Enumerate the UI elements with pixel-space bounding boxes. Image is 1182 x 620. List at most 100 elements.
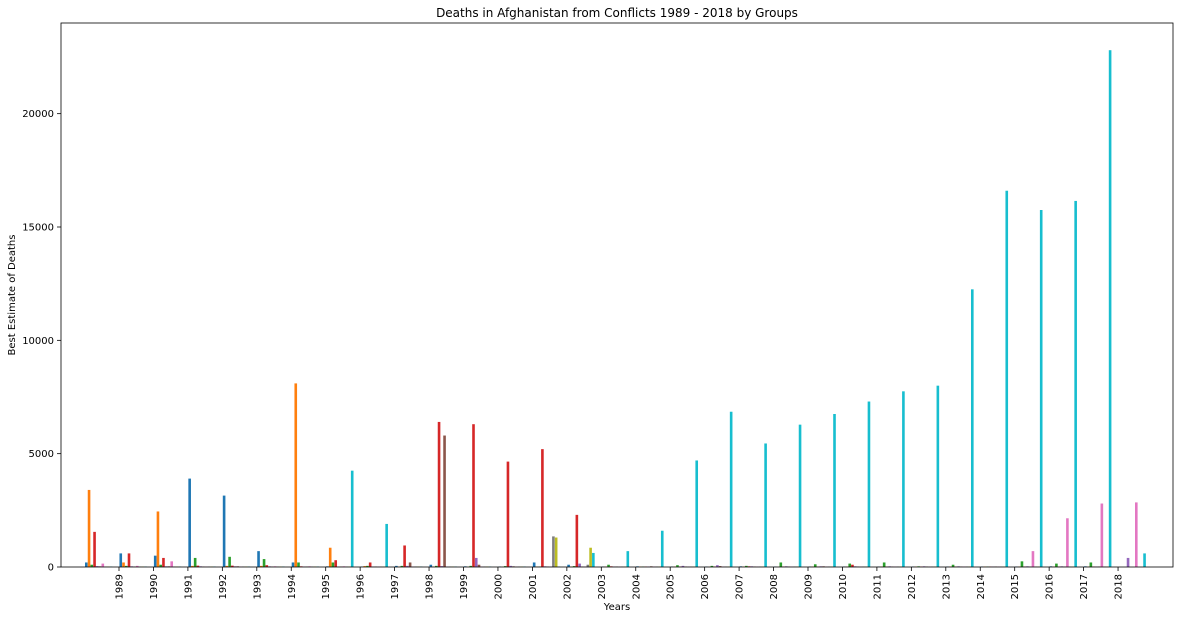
bar	[779, 562, 783, 567]
bar	[718, 566, 722, 567]
bar	[440, 566, 444, 567]
x-axis-label: Years	[603, 602, 630, 613]
x-tick-label: 2011	[872, 574, 883, 599]
bar	[541, 449, 544, 567]
bar	[1031, 551, 1035, 567]
x-tick-label: 2016	[1045, 574, 1056, 599]
bar	[331, 562, 335, 567]
bar	[162, 557, 165, 567]
bar	[575, 514, 579, 567]
bar	[408, 562, 412, 567]
y-tick-label: 5000	[29, 449, 54, 460]
x-tick-label: 1996	[356, 574, 367, 599]
bar	[85, 562, 88, 567]
bar	[225, 565, 229, 567]
bar	[882, 562, 886, 567]
x-tick-label: 1998	[425, 574, 436, 599]
bar	[260, 565, 263, 567]
bar	[716, 565, 719, 567]
bar	[443, 435, 446, 567]
bar	[578, 563, 581, 567]
bar	[193, 557, 197, 567]
bar	[729, 411, 733, 567]
bar	[156, 511, 160, 567]
plot-frame	[60, 22, 1174, 568]
x-tick-label: 2008	[769, 574, 780, 599]
y-tick-label: 0	[48, 563, 54, 574]
bar	[813, 564, 817, 567]
x-tick-label: 2003	[597, 574, 608, 599]
bar	[1089, 562, 1093, 567]
bar	[745, 565, 748, 567]
bar	[196, 565, 200, 567]
x-tick-label: 2007	[735, 574, 746, 599]
bar	[506, 461, 510, 567]
bar	[477, 564, 481, 567]
x-tick-label: 1997	[390, 574, 401, 599]
bar	[429, 564, 433, 567]
bar	[1055, 563, 1058, 567]
bars-group	[85, 50, 1146, 568]
x-axis: 1989 1990 1991 1992 1993 1994 1995 1996 1997 1998…	[115, 567, 1125, 599]
bar	[626, 551, 630, 567]
bar	[1100, 503, 1104, 567]
bar	[572, 566, 576, 567]
bar	[1143, 553, 1146, 567]
y-axis-label: Best Estimate of Deaths	[7, 235, 18, 356]
x-tick-label: 2017	[1079, 574, 1090, 599]
bar	[400, 565, 404, 567]
bar	[350, 470, 354, 567]
bar	[1074, 200, 1077, 567]
bar	[681, 565, 685, 567]
bar	[676, 565, 679, 567]
bar	[228, 556, 231, 567]
bar	[660, 530, 664, 567]
bar	[395, 565, 398, 567]
bar	[262, 559, 266, 567]
bar	[437, 421, 441, 567]
bar	[87, 489, 91, 567]
bar	[936, 385, 940, 567]
x-tick-label: 1991	[183, 574, 194, 599]
x-tick-label: 2015	[1010, 574, 1021, 599]
x-tick-label: 2000	[493, 574, 504, 599]
y-tick-label: 20000	[22, 109, 54, 120]
bar	[552, 536, 555, 567]
bar	[695, 460, 699, 567]
bar	[385, 523, 388, 567]
bar	[297, 562, 300, 567]
bar	[291, 562, 295, 567]
bar	[589, 547, 592, 567]
x-tick-label: 2002	[562, 574, 573, 599]
bar	[1039, 210, 1043, 567]
chart-title: Deaths in Afghanistan from Conflicts 198…	[436, 6, 798, 20]
bar	[554, 537, 558, 567]
bar	[119, 553, 123, 567]
bar	[265, 565, 269, 567]
bar	[366, 565, 369, 567]
bar	[90, 564, 94, 567]
bar	[191, 565, 194, 567]
y-tick-label: 10000	[22, 336, 54, 347]
bar	[1135, 502, 1138, 567]
x-tick-label: 2001	[528, 574, 539, 599]
bar	[153, 555, 157, 567]
x-tick-label: 1994	[287, 574, 298, 599]
bar	[867, 401, 871, 567]
bar	[951, 564, 955, 567]
bar	[363, 566, 366, 567]
bar	[1108, 50, 1112, 567]
bar	[971, 289, 974, 567]
bar	[1005, 190, 1009, 568]
x-tick-label: 1993	[252, 574, 263, 599]
y-axis: 0 5000 10000 15000 20000	[22, 109, 61, 574]
bar	[368, 562, 372, 567]
x-tick-label: 1999	[459, 574, 470, 599]
bar	[1020, 561, 1024, 567]
bar	[231, 565, 234, 567]
bar	[567, 564, 570, 567]
x-tick-label: 2014	[976, 574, 987, 599]
bar	[328, 547, 332, 567]
bar	[902, 391, 905, 567]
